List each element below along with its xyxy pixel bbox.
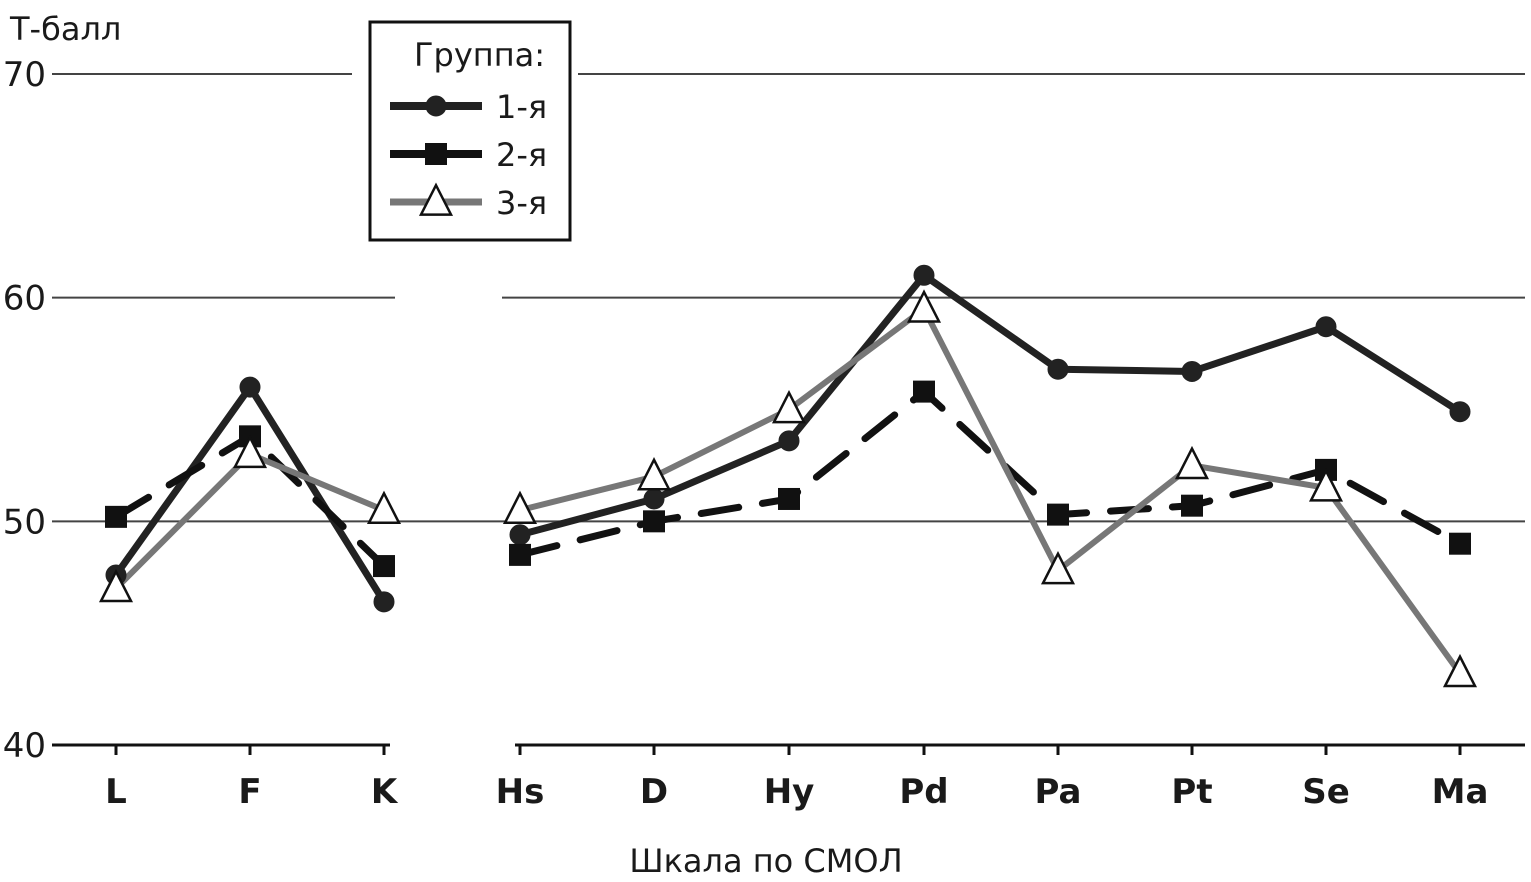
data-point-series-3-Hy [771, 389, 807, 424]
series-lines [112, 271, 1464, 677]
x-tick-label-K: K [371, 772, 399, 812]
legend-title: Группа: [414, 36, 545, 74]
x-tick-label-Ma: Ma [1432, 772, 1489, 812]
x-tick-label-D: D [640, 772, 668, 812]
data-point-series-3-D [636, 457, 672, 491]
data-point-series-1-Se [1315, 316, 1337, 338]
data-point-series-1-Pa [1047, 358, 1069, 380]
data-point-series-2-Hs [509, 543, 531, 566]
series-markers [98, 264, 1478, 688]
data-point-series-3-Pt [1174, 445, 1210, 480]
legend-items: 1-я 2-я 3-я [390, 88, 547, 222]
x-tick-label-Se: Se [1302, 772, 1350, 812]
data-point-series-3-Se [1308, 468, 1344, 502]
data-point-series-1-Pt [1181, 360, 1203, 382]
data-point-series-1-Hs [509, 524, 531, 546]
data-point-series-2-L [105, 505, 127, 528]
x-tick-label-Pd: Pd [899, 772, 948, 812]
x-axis [52, 743, 1525, 755]
y-tick-label-40: 40 [3, 726, 46, 766]
y-tick-label-50: 50 [3, 502, 46, 542]
data-point-series-3-Hs [502, 490, 538, 524]
legend-label-1: 1-я [496, 88, 547, 126]
data-point-series-2-Pa [1047, 503, 1069, 526]
data-point-series-2-Pt [1181, 494, 1203, 517]
data-point-series-1-D [643, 488, 665, 510]
x-tick-label-Pt: Pt [1171, 772, 1212, 812]
data-point-series-1-Ma [1449, 401, 1471, 423]
series-line-1-group-2 [516, 271, 1464, 539]
data-point-series-3-Pd [906, 289, 942, 323]
legend-marker-2 [425, 143, 447, 165]
x-tick-label-F: F [238, 772, 261, 812]
x-axis-title: Шкала по СМОЛ [629, 842, 902, 880]
x-tick-label-Hs: Hs [496, 772, 545, 812]
x-axis-tick-labels: L F K Hs D Hy Pd Pa Pt Se Ma [105, 772, 1488, 812]
data-point-series-2-Pd [913, 380, 935, 403]
data-point-series-2-Hy [778, 487, 800, 510]
grid-lines [52, 73, 1525, 523]
data-point-series-1-Hy [778, 430, 800, 452]
y-tick-label-60: 60 [3, 279, 46, 319]
data-point-series-3-Pa [1040, 550, 1076, 585]
series-line-3-group-2 [517, 305, 1463, 677]
data-point-series-2-Ma [1449, 532, 1471, 555]
y-axis-tick-labels: 40 50 60 70 [3, 55, 46, 766]
data-point-series-2-D [643, 510, 665, 533]
legend-label-3: 3-я [496, 184, 547, 222]
data-point-series-1-Pd [913, 264, 935, 286]
x-tick-label-L: L [105, 772, 127, 812]
legend-marker-1 [425, 95, 447, 117]
data-point-series-2-K [373, 555, 395, 578]
x-tick-label-Hy: Hy [764, 772, 815, 812]
data-point-series-3-L [98, 568, 134, 603]
y-axis-title: Т-балл [9, 10, 121, 48]
y-tick-label-70: 70 [3, 55, 46, 95]
data-point-series-3-F [232, 434, 268, 469]
legend-marker-3 [418, 182, 454, 216]
series-line-2-group-2 [516, 388, 1464, 559]
data-point-series-3-K [366, 490, 402, 524]
data-point-series-1-K [373, 591, 395, 613]
x-tick-label-Pa: Pa [1035, 772, 1082, 812]
legend-label-2: 2-я [496, 136, 547, 174]
data-point-series-3-Ma [1442, 653, 1478, 688]
legend: Группа: 1-я 2-я 3-я [368, 20, 572, 242]
data-point-series-1-F [239, 376, 261, 398]
